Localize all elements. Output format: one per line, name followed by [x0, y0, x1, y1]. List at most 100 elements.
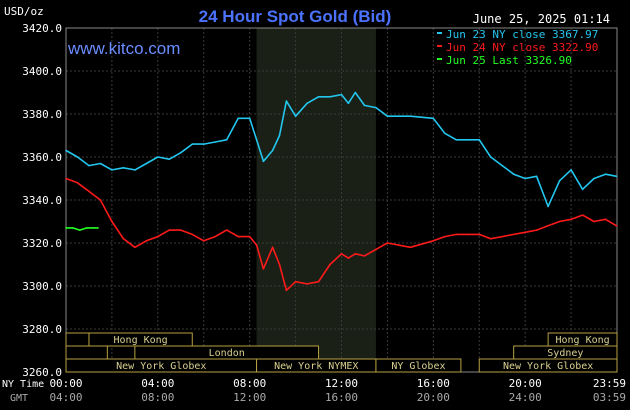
series-0-point: [76, 156, 79, 158]
legend: Jun 23 NY close 3367.97 Jun 24 NY close …: [437, 28, 598, 67]
series-1-point: [501, 235, 504, 238]
series-1-point: [432, 240, 435, 242]
x-tick-gmt-label: 12:00: [233, 391, 266, 404]
series-1-point: [444, 235, 446, 238]
series-0-point: [180, 151, 182, 154]
session-ny-globex-3-box: [478, 358, 618, 373]
series-1-point: [524, 231, 526, 234]
series-0-point: [145, 162, 148, 165]
series-0-point: [168, 158, 171, 160]
series-0-point: [386, 115, 389, 117]
session-hk-stub-box: [65, 332, 90, 347]
series-1-point: [570, 218, 572, 221]
session-hong-kong-pm-label: Hong Kong: [555, 335, 609, 346]
series-1-point: [285, 289, 288, 292]
series-1-point: [329, 263, 331, 266]
series-1-point: [386, 242, 389, 244]
series-1-point: [604, 218, 607, 221]
series-0-point: [237, 117, 239, 120]
series-1-point: [191, 233, 194, 236]
series-1-point: [354, 253, 357, 255]
series-0-point: [547, 205, 549, 208]
series-0-point: [354, 91, 357, 94]
y-tick-label: 3300.0: [22, 280, 62, 293]
x-tick-gmt-label: 16:00: [325, 391, 358, 404]
session-ny-globex-3-label: New York Globex: [503, 361, 593, 372]
x-tick-ny-label: 00:00: [49, 377, 82, 390]
series-0-point: [347, 102, 350, 105]
series-1-point: [65, 177, 67, 180]
series-1-point: [88, 190, 90, 193]
y-tick-label: 3280.0: [22, 323, 62, 336]
x-tick-ny-label: 16:00: [417, 377, 450, 390]
series-0-point: [214, 141, 216, 143]
y-tick-label: 3360.0: [22, 151, 62, 164]
series-2-point: [72, 227, 74, 229]
series-1-point: [535, 229, 538, 231]
series-1-point: [455, 233, 458, 236]
series-line-1: [65, 177, 617, 292]
series-1-point: [581, 214, 584, 216]
series-1-point: [122, 237, 125, 240]
series-1-point: [489, 237, 492, 240]
series-1-point: [248, 235, 251, 238]
y-tick-label: 3380.0: [22, 108, 62, 121]
series-1-point: [317, 280, 320, 283]
legend-jun23: Jun 23 NY close 3367.97: [446, 28, 598, 41]
session-ny-globex-1-label: New York Globex: [116, 361, 206, 372]
series-0-point: [512, 173, 515, 175]
series-0-point: [535, 175, 538, 178]
series-1-point: [134, 246, 136, 249]
series-1-point: [203, 240, 205, 242]
x-tick-gmt-label: 08:00: [141, 391, 174, 404]
series-0-point: [278, 134, 281, 137]
session-ny-globex-2-label: NY Globex: [391, 361, 445, 372]
series-0-point: [593, 177, 595, 180]
series-1-point: [271, 246, 274, 249]
series-0-point: [604, 173, 607, 175]
y-tick-label: 3420.0: [22, 22, 62, 35]
series-1-point: [214, 235, 216, 238]
series-0-point: [375, 106, 377, 109]
series-1-point: [547, 225, 549, 227]
series-1-point: [558, 220, 561, 223]
series-1-point: [99, 199, 102, 201]
session-hong-kong-am-label: Hong Kong: [114, 335, 168, 346]
series-0-point: [99, 162, 102, 165]
series-0-point: [340, 93, 343, 96]
series-1-point: [145, 240, 148, 242]
x-tick-ny-label: 12:00: [325, 377, 358, 390]
legend-jun24: Jun 24 NY close 3322.90: [446, 41, 598, 54]
x-tick-gmt-label: 03:59: [593, 391, 626, 404]
series-1-point: [255, 244, 258, 246]
series-2-point: [85, 227, 88, 229]
series-0-point: [570, 169, 572, 171]
series-0-point: [157, 156, 159, 158]
series-0-point: [432, 117, 435, 120]
x-tick-gmt-label: 04:00: [49, 391, 82, 404]
series-1-point: [225, 229, 228, 231]
series-0-point: [317, 96, 320, 98]
series-0-point: [467, 139, 469, 141]
series-1-point: [340, 253, 343, 255]
gmt-label: GMT: [10, 393, 28, 404]
series-0-point: [306, 102, 308, 105]
series-0-point: [111, 169, 113, 171]
series-0-point: [248, 117, 251, 120]
series-0-point: [262, 160, 265, 163]
series-0-point: [225, 139, 228, 141]
series-0-point: [285, 100, 288, 102]
timestamp: June 25, 2025 01:14: [473, 12, 610, 26]
series-0-point: [255, 139, 258, 141]
x-tick-ny-label: 04:00: [141, 377, 174, 390]
series-0-point: [524, 177, 526, 180]
series-0-point: [363, 104, 366, 107]
legend-swatch-jun24: [437, 45, 442, 47]
series-1-point: [76, 182, 79, 184]
series-1-point: [278, 263, 281, 266]
series-0-point: [203, 143, 205, 145]
y-tick-label: 3340.0: [22, 194, 62, 207]
x-tick-gmt-label: 20:00: [417, 391, 450, 404]
series-2-point: [92, 227, 95, 229]
y-tick-label: 3320.0: [22, 237, 62, 250]
